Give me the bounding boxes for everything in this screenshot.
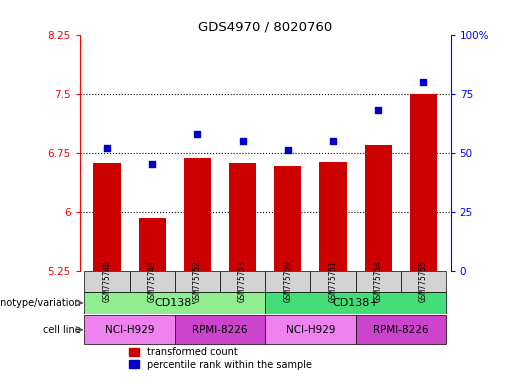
Bar bbox=[365, 145, 392, 271]
Point bbox=[374, 107, 383, 113]
Bar bbox=[220, 271, 265, 292]
Bar bbox=[265, 292, 446, 314]
Bar bbox=[229, 163, 256, 271]
Bar bbox=[184, 158, 211, 271]
Bar bbox=[175, 315, 265, 344]
Text: GSM775755: GSM775755 bbox=[419, 261, 428, 302]
Point bbox=[148, 161, 156, 167]
Legend: transformed count, percentile rank within the sample: transformed count, percentile rank withi… bbox=[129, 347, 312, 370]
Bar bbox=[84, 271, 130, 292]
Bar bbox=[84, 292, 265, 314]
Bar bbox=[356, 315, 446, 344]
Bar bbox=[356, 271, 401, 292]
Bar bbox=[175, 271, 220, 292]
Text: GSM775750: GSM775750 bbox=[283, 261, 293, 302]
Point bbox=[238, 138, 247, 144]
Text: GSM775753: GSM775753 bbox=[238, 261, 247, 302]
Bar bbox=[410, 94, 437, 271]
Title: GDS4970 / 8020760: GDS4970 / 8020760 bbox=[198, 20, 332, 33]
Bar bbox=[130, 271, 175, 292]
Text: GSM775754: GSM775754 bbox=[374, 261, 383, 302]
Text: cell line: cell line bbox=[43, 325, 81, 335]
Bar bbox=[319, 162, 347, 271]
Text: CD138+: CD138+ bbox=[332, 298, 379, 308]
Text: GSM775751: GSM775751 bbox=[329, 261, 337, 302]
Text: RPMI-8226: RPMI-8226 bbox=[192, 325, 248, 335]
Bar bbox=[265, 315, 356, 344]
Text: NCI-H929: NCI-H929 bbox=[286, 325, 335, 335]
Bar bbox=[139, 218, 166, 271]
Text: NCI-H929: NCI-H929 bbox=[105, 325, 154, 335]
Bar bbox=[84, 315, 175, 344]
Point bbox=[103, 145, 111, 151]
Text: genotype/variation: genotype/variation bbox=[0, 298, 81, 308]
Bar bbox=[274, 166, 301, 271]
Text: GSM775752: GSM775752 bbox=[193, 261, 202, 302]
Bar bbox=[93, 163, 121, 271]
Point bbox=[419, 79, 427, 85]
Point bbox=[193, 131, 201, 137]
Bar bbox=[401, 271, 446, 292]
Text: GSM775749: GSM775749 bbox=[148, 261, 157, 302]
Text: RPMI-8226: RPMI-8226 bbox=[373, 325, 428, 335]
Bar bbox=[265, 271, 311, 292]
Point bbox=[329, 138, 337, 144]
Point bbox=[284, 147, 292, 153]
Text: GSM775748: GSM775748 bbox=[102, 261, 111, 302]
Bar bbox=[311, 271, 356, 292]
Text: CD138-: CD138- bbox=[154, 298, 196, 308]
